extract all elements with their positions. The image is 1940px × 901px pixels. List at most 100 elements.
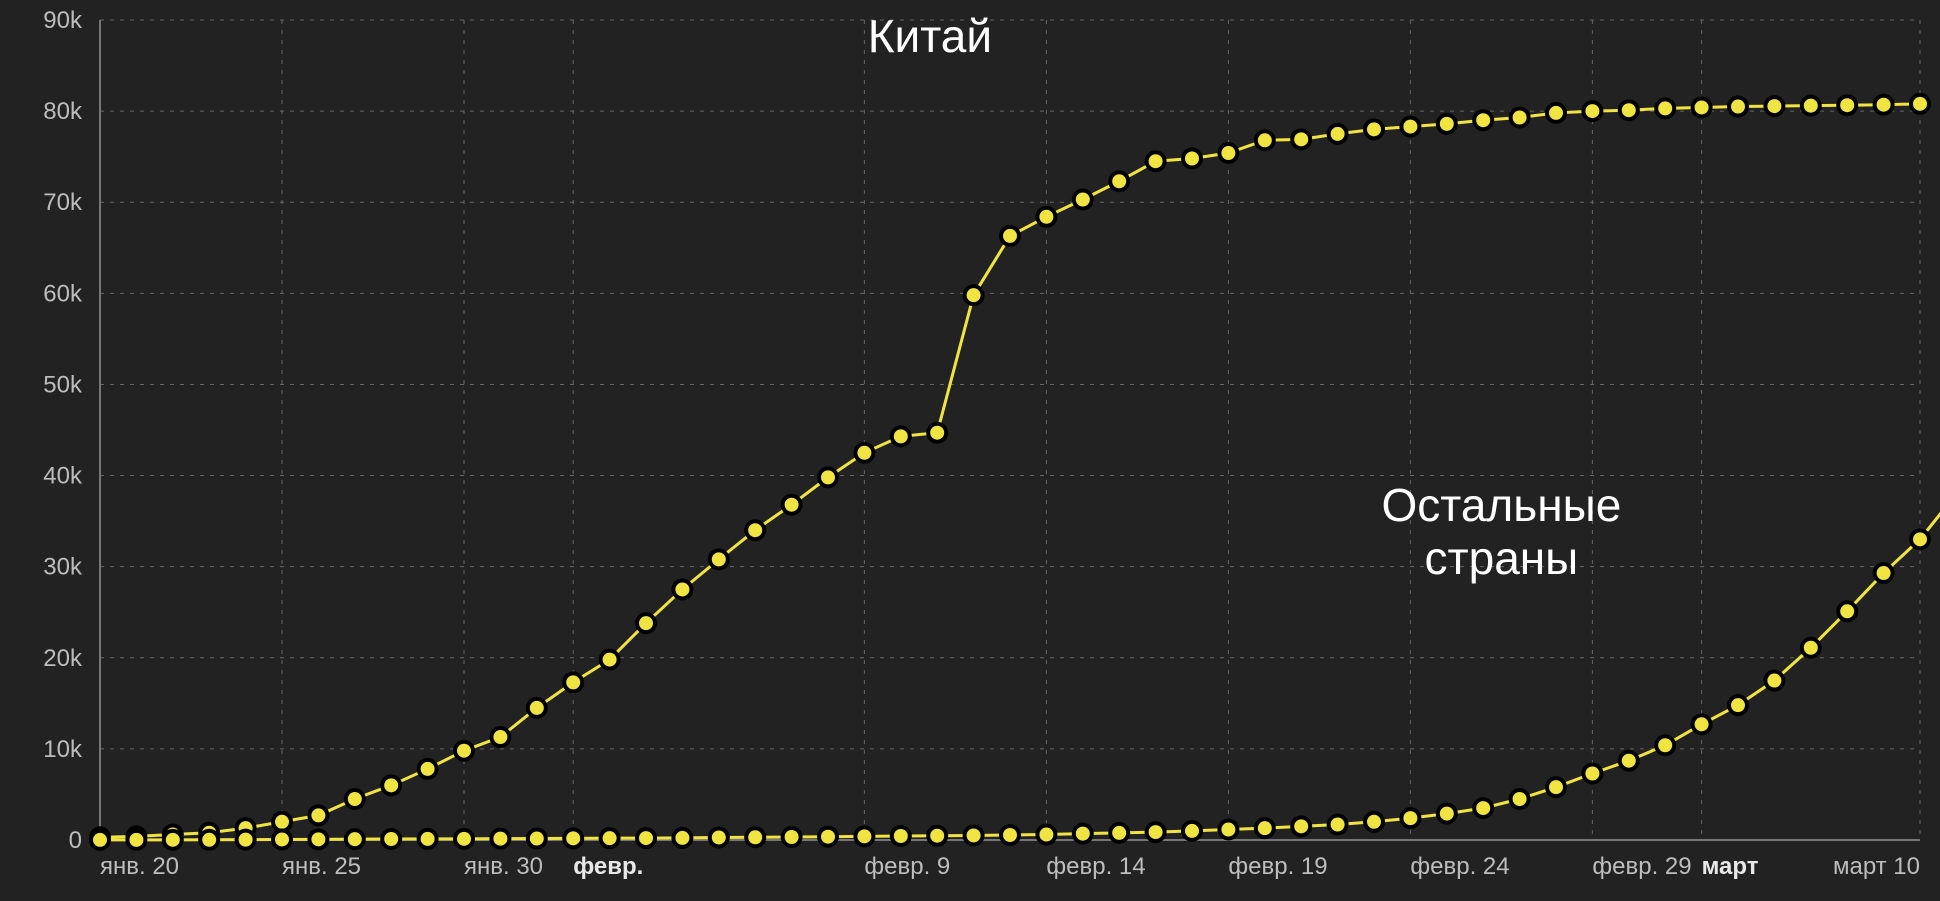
marker-inner xyxy=(857,446,871,460)
marker-inner xyxy=(785,498,799,512)
y-tick-label: 20k xyxy=(43,645,83,672)
marker-inner xyxy=(748,523,762,537)
marker-inner xyxy=(384,778,398,792)
marker-inner xyxy=(1367,815,1381,829)
marker-inner xyxy=(967,288,981,302)
marker-inner xyxy=(1076,827,1090,841)
marker-inner xyxy=(1695,100,1709,114)
marker-inner xyxy=(821,470,835,484)
marker-inner xyxy=(1039,828,1053,842)
y-tick-label: 10k xyxy=(43,736,83,763)
marker-inner xyxy=(1294,819,1308,833)
marker-inner xyxy=(1476,801,1490,815)
marker-inner xyxy=(1913,97,1927,111)
marker-inner xyxy=(530,832,544,846)
marker-inner xyxy=(967,828,981,842)
marker-inner xyxy=(1003,828,1017,842)
marker-inner xyxy=(1513,110,1527,124)
marker-inner xyxy=(566,831,580,845)
marker-inner xyxy=(1513,792,1527,806)
marker-inner xyxy=(129,833,143,847)
marker-inner xyxy=(857,829,871,843)
marker-inner xyxy=(1877,98,1891,112)
marker-inner xyxy=(712,552,726,566)
line-chart: 010k20k30k40k50k60k70k80k90kянв. 20янв. … xyxy=(0,0,1940,901)
y-tick-label: 50k xyxy=(43,371,83,398)
marker-inner xyxy=(530,701,544,715)
x-tick-label: февр. 24 xyxy=(1410,853,1509,880)
marker-inner xyxy=(457,832,471,846)
y-tick-label: 40k xyxy=(43,463,83,490)
marker-inner xyxy=(639,616,653,630)
marker-inner xyxy=(1840,604,1854,618)
marker-inner xyxy=(275,832,289,846)
marker-inner xyxy=(348,832,362,846)
marker-inner xyxy=(1258,821,1272,835)
marker-inner xyxy=(1403,811,1417,825)
marker-inner xyxy=(1221,823,1235,837)
marker-inner xyxy=(675,831,689,845)
marker-inner xyxy=(1840,98,1854,112)
marker-inner xyxy=(1877,566,1891,580)
y-tick-label: 80k xyxy=(43,98,83,125)
y-tick-label: 0 xyxy=(69,827,82,854)
x-tick-label: янв. 25 xyxy=(282,853,361,880)
marker-inner xyxy=(1403,120,1417,134)
marker-inner xyxy=(603,831,617,845)
marker-inner xyxy=(1039,210,1053,224)
marker-inner xyxy=(821,830,835,844)
x-tick-label: февр. 9 xyxy=(864,853,950,880)
marker-inner xyxy=(239,833,253,847)
marker-inner xyxy=(1440,117,1454,131)
x-tick-label: март 10 xyxy=(1833,853,1920,880)
marker-inner xyxy=(1294,132,1308,146)
marker-inner xyxy=(748,830,762,844)
marker-inner xyxy=(1622,103,1636,117)
y-tick-label: 60k xyxy=(43,280,83,307)
marker-inner xyxy=(493,832,507,846)
marker-inner xyxy=(1076,192,1090,206)
marker-inner xyxy=(1549,106,1563,120)
marker-inner xyxy=(1331,127,1345,141)
marker-inner xyxy=(311,808,325,822)
marker-inner xyxy=(1767,99,1781,113)
y-tick-label: 30k xyxy=(43,554,83,581)
marker-inner xyxy=(202,833,216,847)
marker-inner xyxy=(1622,754,1636,768)
marker-inner xyxy=(894,829,908,843)
marker-inner xyxy=(1695,717,1709,731)
x-tick-label: февр. xyxy=(573,853,643,880)
x-tick-label: февр. 14 xyxy=(1046,853,1145,880)
marker-inner xyxy=(275,815,289,829)
marker-inner xyxy=(1367,122,1381,136)
marker-inner xyxy=(311,832,325,846)
x-tick-label: февр. 19 xyxy=(1228,853,1327,880)
x-tick-label: март xyxy=(1702,853,1759,880)
marker-inner xyxy=(639,831,653,845)
marker-inner xyxy=(384,832,398,846)
marker-inner xyxy=(785,830,799,844)
marker-inner xyxy=(1804,641,1818,655)
marker-inner xyxy=(421,832,435,846)
marker-inner xyxy=(1767,674,1781,688)
marker-inner xyxy=(1149,154,1163,168)
marker-inner xyxy=(1221,146,1235,160)
marker-inner xyxy=(1112,826,1126,840)
annotation-label: страны xyxy=(1425,532,1579,584)
annotation-label: Китай xyxy=(868,10,992,62)
marker-inner xyxy=(1003,229,1017,243)
marker-inner xyxy=(1149,825,1163,839)
marker-inner xyxy=(493,730,507,744)
marker-inner xyxy=(348,792,362,806)
marker-inner xyxy=(1658,738,1672,752)
marker-inner xyxy=(930,829,944,843)
marker-inner xyxy=(1585,104,1599,118)
marker-inner xyxy=(1331,818,1345,832)
marker-inner xyxy=(1185,151,1199,165)
marker-inner xyxy=(603,653,617,667)
annotation-label: Остальные xyxy=(1382,479,1622,531)
marker-inner xyxy=(1112,174,1126,188)
marker-inner xyxy=(1549,780,1563,794)
marker-inner xyxy=(457,744,471,758)
marker-inner xyxy=(1658,101,1672,115)
